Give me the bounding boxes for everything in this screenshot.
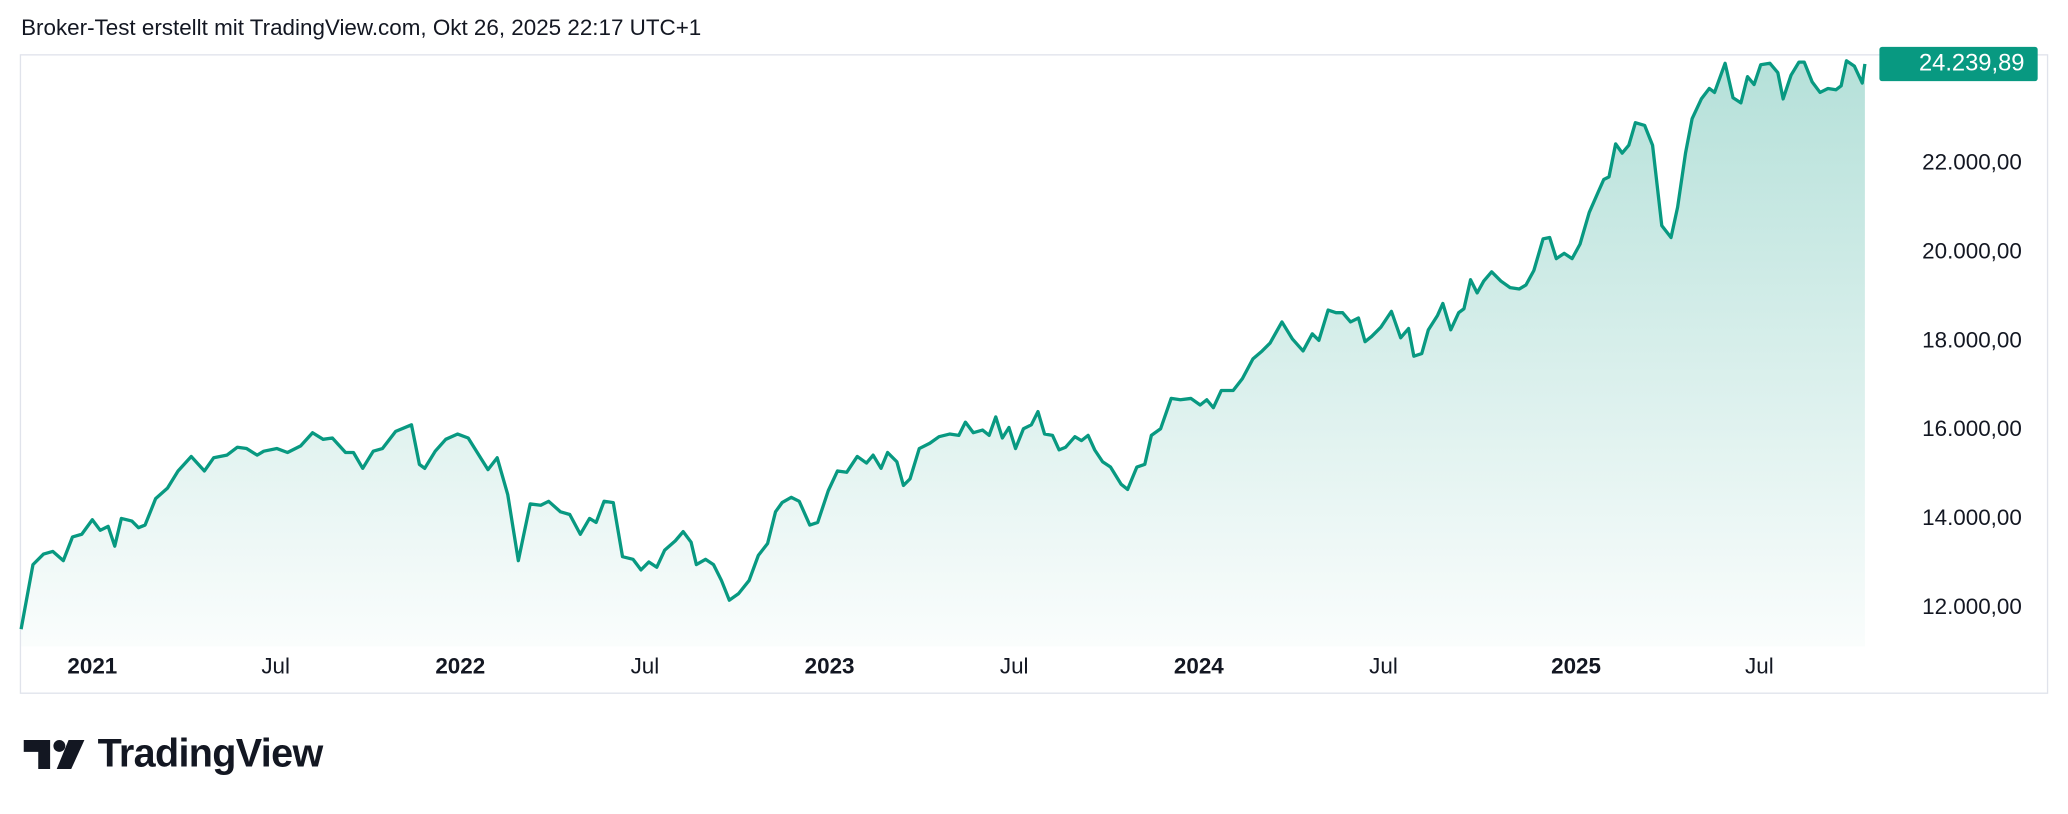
area-fill <box>21 60 1865 647</box>
x-tick-label: Jul <box>1745 653 1774 678</box>
y-tick-label: 14.000,00 <box>1922 505 2022 530</box>
x-tick-label: 2024 <box>1174 653 1224 678</box>
brand-name: TradingView <box>98 731 324 775</box>
x-tick-label: 2025 <box>1551 653 1601 678</box>
x-tick-label: 2021 <box>67 653 117 678</box>
price-label-bg <box>1879 46 2038 82</box>
x-tick-label: 2023 <box>805 653 855 678</box>
y-tick-label: 18.000,00 <box>1922 327 2022 352</box>
y-tick-label: 20.000,00 <box>1922 238 2022 263</box>
price-line <box>19 59 1867 630</box>
y-tick-label: 12.000,00 <box>1922 594 2022 619</box>
y-tick-label: 22.000,00 <box>1922 149 2022 174</box>
x-tick-label: 2022 <box>435 653 485 678</box>
brand-logo <box>23 740 85 770</box>
chart-frame <box>19 54 2049 694</box>
y-tick-label: 16.000,00 <box>1922 416 2022 441</box>
x-tick-label: Jul <box>1369 653 1398 678</box>
x-tick-label: Jul <box>631 653 660 678</box>
x-tick-label: Jul <box>1000 653 1029 678</box>
chart-title: Broker-Test erstellt mit TradingView.com… <box>21 15 701 40</box>
x-tick-label: Jul <box>261 653 290 678</box>
price-label: 24.239,89 <box>1919 50 2025 76</box>
